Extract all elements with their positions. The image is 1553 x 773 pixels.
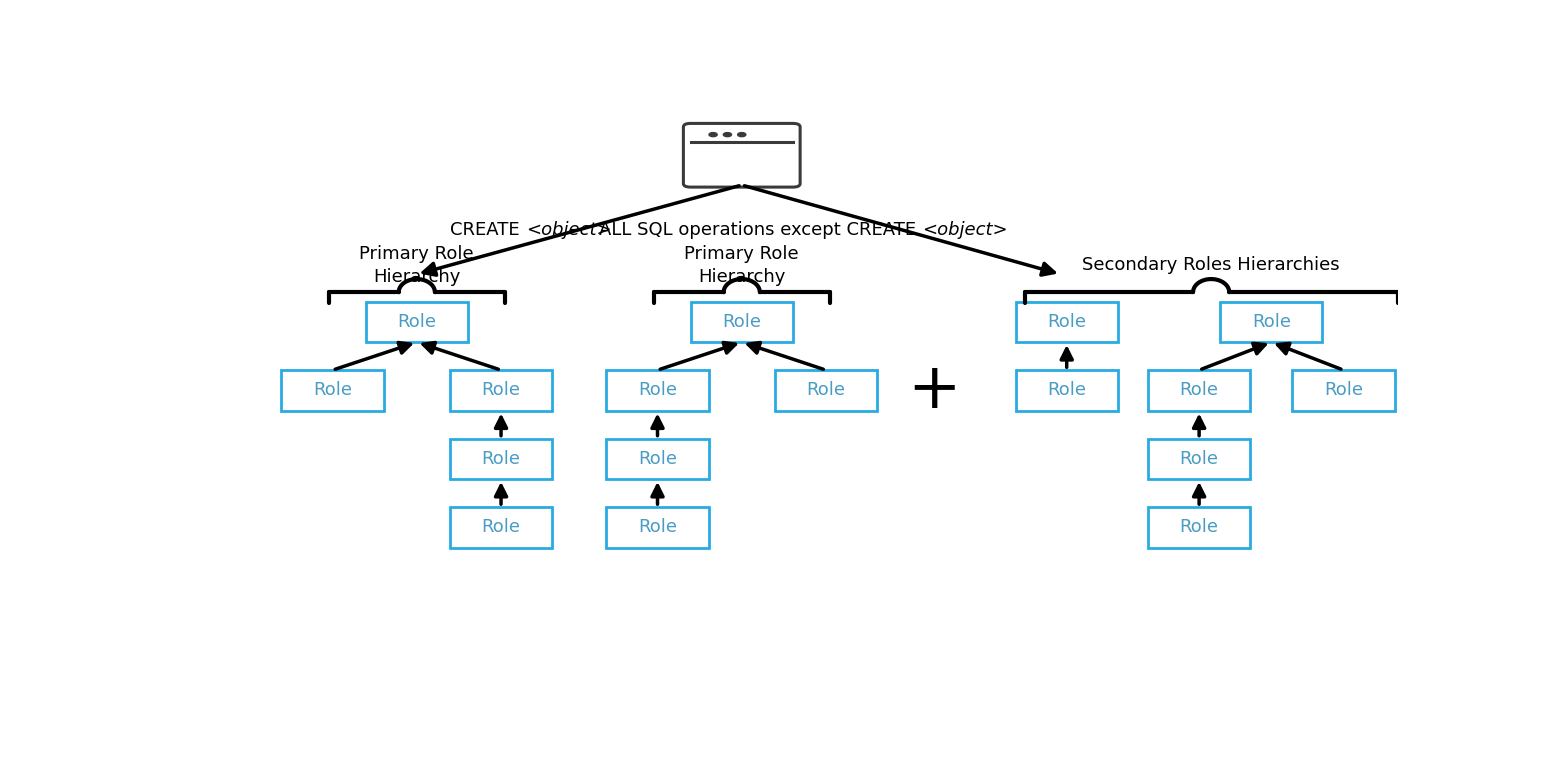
Text: Role: Role xyxy=(481,518,520,536)
Text: Role: Role xyxy=(1047,313,1086,331)
FancyBboxPatch shape xyxy=(1221,301,1323,342)
FancyBboxPatch shape xyxy=(365,301,467,342)
FancyBboxPatch shape xyxy=(606,507,708,547)
FancyBboxPatch shape xyxy=(1148,370,1250,410)
Text: <object>: <object> xyxy=(526,220,612,239)
FancyBboxPatch shape xyxy=(691,301,794,342)
Text: ALL SQL operations except CREATE: ALL SQL operations except CREATE xyxy=(599,220,922,239)
FancyBboxPatch shape xyxy=(1016,370,1118,410)
Text: Primary Role
Hierarchy: Primary Role Hierarchy xyxy=(685,244,800,286)
FancyBboxPatch shape xyxy=(606,438,708,479)
Text: Role: Role xyxy=(1180,450,1219,468)
Text: Role: Role xyxy=(481,450,520,468)
FancyBboxPatch shape xyxy=(450,507,553,547)
Text: <object>: <object> xyxy=(922,220,1008,239)
Text: Role: Role xyxy=(806,381,845,400)
Text: Role: Role xyxy=(638,450,677,468)
Text: Role: Role xyxy=(638,518,677,536)
FancyBboxPatch shape xyxy=(1148,438,1250,479)
FancyBboxPatch shape xyxy=(775,370,877,410)
Text: Role: Role xyxy=(1325,381,1364,400)
FancyBboxPatch shape xyxy=(1148,507,1250,547)
Text: CREATE: CREATE xyxy=(450,220,525,239)
FancyBboxPatch shape xyxy=(1016,301,1118,342)
Circle shape xyxy=(738,133,745,137)
Circle shape xyxy=(710,133,717,137)
Text: Role: Role xyxy=(1252,313,1291,331)
Text: Role: Role xyxy=(398,313,436,331)
Text: Secondary Roles Hierarchies: Secondary Roles Hierarchies xyxy=(1082,257,1340,274)
FancyBboxPatch shape xyxy=(606,370,708,410)
Text: Role: Role xyxy=(481,381,520,400)
FancyBboxPatch shape xyxy=(450,438,553,479)
Text: Role: Role xyxy=(1180,518,1219,536)
FancyBboxPatch shape xyxy=(281,370,384,410)
Text: Role: Role xyxy=(314,381,353,400)
FancyBboxPatch shape xyxy=(450,370,553,410)
FancyBboxPatch shape xyxy=(1292,370,1395,410)
Text: +: + xyxy=(907,359,961,421)
Text: Role: Role xyxy=(1180,381,1219,400)
Text: Role: Role xyxy=(1047,381,1086,400)
Text: Role: Role xyxy=(638,381,677,400)
FancyBboxPatch shape xyxy=(683,124,800,187)
Circle shape xyxy=(724,133,731,137)
Text: Role: Role xyxy=(722,313,761,331)
Text: Primary Role
Hierarchy: Primary Role Hierarchy xyxy=(359,244,474,286)
